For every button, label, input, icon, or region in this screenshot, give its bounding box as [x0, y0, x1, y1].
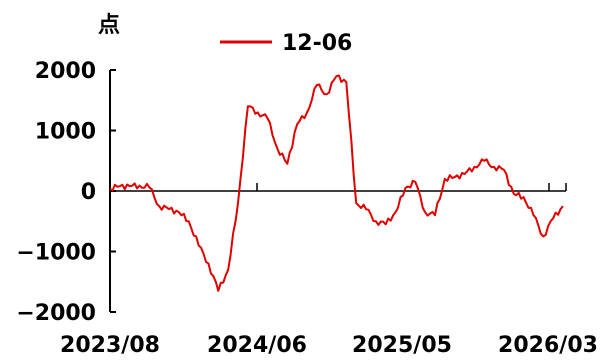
y-tick-label: −2000	[16, 301, 96, 326]
x-tick-label: 2026/03	[498, 333, 598, 358]
x-axis-ticks	[256, 183, 567, 191]
x-axis-tick-labels: 2023/08 2024/06 2025/05 2026/03	[60, 333, 598, 358]
y-axis-unit-label: 点	[98, 12, 120, 38]
x-tick-label: 2024/06	[207, 333, 307, 358]
y-tick-label: 0	[81, 180, 96, 205]
x-tick-label: 2025/05	[352, 333, 452, 358]
series-line-12-06	[109, 74, 564, 292]
y-tick-label: 2000	[35, 59, 96, 84]
legend-label-series: 12-06	[282, 31, 352, 56]
y-axis-ticks: 2000 1000 0 −1000 −2000	[16, 59, 116, 326]
x-tick-label: 2023/08	[60, 333, 160, 358]
legend: 12-06	[220, 31, 352, 56]
y-tick-label: −1000	[16, 241, 96, 266]
y-tick-label: 1000	[35, 120, 96, 145]
